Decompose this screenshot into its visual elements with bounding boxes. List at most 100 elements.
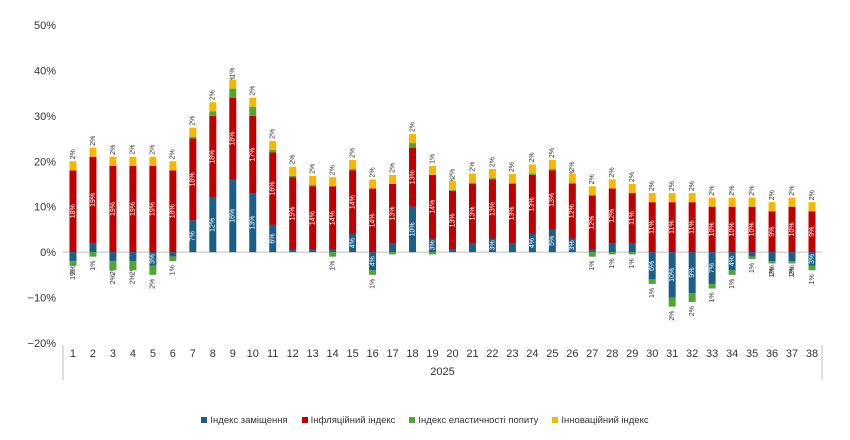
data-label: 2% — [609, 167, 616, 177]
bar-segment — [369, 252, 377, 271]
bar-segment — [269, 149, 277, 153]
bar-segment — [668, 252, 676, 298]
bar-segment — [508, 243, 516, 253]
bar-segment — [409, 206, 417, 253]
bar-segment — [748, 206, 756, 253]
data-label: 5% — [549, 236, 556, 246]
x-tick-label: 19 — [426, 348, 438, 360]
bar-segment — [648, 193, 656, 203]
bar-segment — [249, 115, 257, 194]
data-label: 13% — [549, 193, 556, 207]
data-label: 1% — [90, 261, 97, 271]
bar-segment — [608, 243, 616, 253]
data-label: 1% — [230, 67, 237, 77]
x-tick-label: 30 — [646, 348, 658, 360]
bar-segment — [528, 164, 536, 174]
data-label: 9% — [809, 227, 816, 237]
data-label: 2% — [70, 149, 77, 159]
x-tick-label: 9 — [230, 348, 236, 360]
bar-segment — [448, 180, 456, 190]
data-label: 10% — [729, 222, 736, 236]
bar-segment — [528, 174, 536, 234]
bar-segment — [628, 184, 636, 194]
data-label: 1% — [809, 274, 816, 284]
data-label: 2% — [250, 86, 257, 96]
bar-segment — [369, 270, 377, 275]
data-label: 1% — [709, 292, 716, 302]
bar-segment — [608, 188, 616, 244]
x-tick-label: 13 — [307, 348, 319, 360]
bar-segment — [748, 197, 756, 207]
bar-segment — [608, 252, 616, 255]
bar-segment — [468, 182, 476, 184]
bar-segment — [548, 170, 556, 230]
data-label: 17% — [250, 147, 257, 161]
bar-segment — [728, 206, 736, 253]
bar-segment — [229, 79, 237, 89]
data-label: 2% — [529, 152, 536, 162]
data-label: 19% — [130, 202, 137, 216]
data-label: 1% — [329, 261, 336, 271]
bar-segment — [349, 233, 357, 253]
y-tick-label: 50% — [34, 20, 56, 32]
bar-segment — [169, 256, 177, 262]
bar-segment — [209, 115, 217, 198]
bar-segment — [189, 127, 197, 137]
bar-segment — [69, 161, 77, 171]
data-label: 2% — [769, 190, 776, 200]
x-tick-label: 20 — [446, 348, 458, 360]
data-label: 19% — [90, 193, 97, 207]
bar-segment — [109, 156, 117, 166]
bar-segment — [688, 193, 696, 203]
data-label: 18% — [190, 172, 197, 186]
bar-segment — [149, 165, 157, 253]
bar-segment — [768, 261, 776, 264]
bar-segment — [788, 197, 796, 207]
data-label: 2% — [789, 186, 796, 196]
bar-segment — [289, 175, 297, 178]
x-tick-label: 34 — [726, 348, 738, 360]
bar-segment — [309, 249, 317, 253]
bar-segment — [568, 173, 576, 183]
data-label: 2% — [130, 145, 137, 155]
data-label: 2% — [130, 274, 137, 284]
x-tick-label: 2 — [90, 348, 96, 360]
data-label: 7% — [709, 263, 716, 273]
data-label: 13% — [250, 216, 257, 230]
data-label: 1% — [649, 288, 656, 298]
x-tick-label: 18 — [406, 348, 418, 360]
data-label: 2% — [409, 122, 416, 132]
bar-segment — [748, 252, 756, 257]
bar-segment — [209, 197, 217, 253]
x-tick-label: 26 — [566, 348, 578, 360]
data-label: 1% — [369, 279, 376, 289]
bar-segment — [488, 238, 496, 253]
data-label: 14% — [349, 195, 356, 209]
x-tick-label: 12 — [287, 348, 299, 360]
bar-segment — [229, 97, 237, 180]
data-label: 2% — [150, 279, 157, 289]
data-label: 18% — [170, 204, 177, 218]
bar-segment — [788, 252, 796, 262]
data-label: 1% — [789, 267, 796, 277]
bar-segment — [468, 173, 476, 183]
data-label: 2% — [669, 181, 676, 191]
bar-segment — [429, 238, 437, 253]
data-label: 2% — [170, 149, 177, 159]
data-label: 3% — [150, 254, 157, 264]
x-tick-label: 27 — [586, 348, 598, 360]
legend-swatch — [552, 417, 559, 424]
bar-segment — [508, 174, 516, 184]
bar-segment — [309, 184, 317, 187]
legend-swatch — [201, 417, 208, 424]
data-label: 4% — [729, 256, 736, 266]
bar-segment — [508, 183, 516, 184]
data-label: 6% — [270, 233, 277, 243]
data-label: 4% — [369, 256, 376, 266]
bar-segment — [628, 243, 636, 253]
x-tick-label: 16 — [366, 348, 378, 360]
bar-segment — [169, 252, 177, 257]
bar-segment — [89, 252, 97, 257]
bar-segment — [189, 220, 197, 253]
x-group-label: 2025 — [430, 366, 454, 378]
